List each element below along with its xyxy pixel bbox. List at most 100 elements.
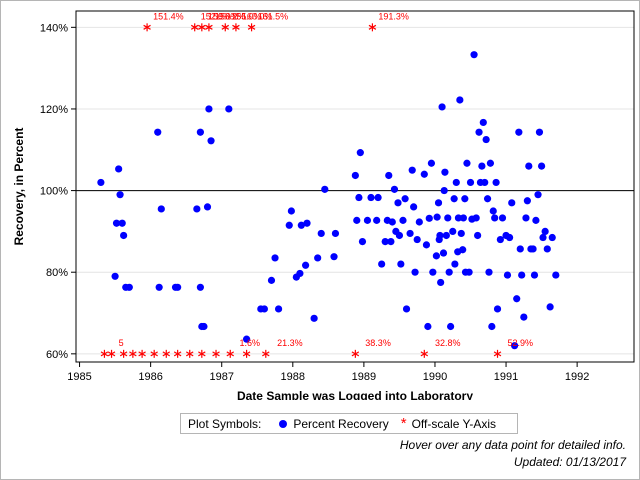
off-scale-low-point xyxy=(162,349,171,358)
data-point xyxy=(459,246,467,254)
off-scale-label: 38.3% xyxy=(365,338,391,348)
data-point xyxy=(401,195,409,203)
data-point xyxy=(529,245,537,253)
data-point xyxy=(439,249,448,257)
off-scale-low-point xyxy=(107,349,116,358)
data-point xyxy=(321,185,329,193)
data-point xyxy=(483,195,492,203)
data-point xyxy=(116,191,124,199)
data-point xyxy=(374,193,382,202)
off-scale-low-point xyxy=(420,349,429,358)
off-scale-low-point xyxy=(212,349,220,358)
data-point xyxy=(388,218,396,226)
data-point xyxy=(353,216,361,224)
x-tick-label: 1986 xyxy=(138,371,162,383)
data-point xyxy=(488,322,496,331)
data-point xyxy=(442,231,450,240)
data-point xyxy=(466,178,475,187)
data-point xyxy=(410,203,418,211)
x-axis: 1985 1986 1987 1988 1989 1990 1991 1992 xyxy=(67,362,589,383)
data-point xyxy=(441,168,449,176)
data-point xyxy=(356,149,364,157)
off-scale-high-point xyxy=(221,23,230,32)
data-point xyxy=(225,105,233,113)
data-point xyxy=(438,103,446,111)
data-point xyxy=(358,237,367,246)
off-scale-low-point xyxy=(150,349,158,358)
data-point xyxy=(537,162,546,170)
data-point xyxy=(413,235,421,244)
data-point xyxy=(296,269,304,278)
x-tick-label: 1989 xyxy=(352,371,376,383)
data-point xyxy=(532,216,540,224)
y-tick-label: 60% xyxy=(46,349,68,361)
off-scale-low-point xyxy=(262,349,270,358)
x-tick-label: 1990 xyxy=(423,371,447,383)
data-point xyxy=(440,186,448,195)
data-point xyxy=(111,272,119,280)
data-point xyxy=(331,229,340,238)
data-point xyxy=(310,314,318,322)
legend-label-off-scale: Off-scale Y-Axis xyxy=(411,416,497,431)
off-scale-low-point xyxy=(493,349,502,358)
off-scale-label: 161.5% xyxy=(258,11,289,21)
data-point xyxy=(543,245,551,253)
data-point xyxy=(513,295,521,303)
off-scale-high-point xyxy=(198,23,206,32)
off-scale-low-point xyxy=(226,349,235,358)
data-point xyxy=(118,219,126,227)
legend-label-percent-recovery: Percent Recovery xyxy=(293,416,389,431)
data-point xyxy=(474,231,482,240)
data-point xyxy=(120,231,128,240)
data-point xyxy=(485,268,493,276)
asterisk-icon: * xyxy=(400,414,407,432)
data-point xyxy=(491,214,499,222)
data-point xyxy=(548,233,556,242)
filled-circle-icon xyxy=(279,419,288,428)
data-point xyxy=(436,231,444,240)
data-point xyxy=(363,216,372,224)
data-point xyxy=(205,105,213,113)
y-tick-label: 80% xyxy=(46,267,68,279)
data-point xyxy=(424,322,432,331)
data-point xyxy=(285,221,293,229)
data-point xyxy=(367,193,375,202)
data-point xyxy=(486,159,495,167)
data-point xyxy=(444,214,452,222)
data-point xyxy=(267,276,276,284)
data-point xyxy=(125,283,133,291)
off-scale-low-point xyxy=(129,349,137,358)
data-point xyxy=(378,260,386,268)
data-point xyxy=(395,231,404,240)
data-point xyxy=(297,221,305,229)
data-point xyxy=(525,162,533,170)
data-point xyxy=(552,271,560,279)
data-point xyxy=(394,199,402,207)
data-point xyxy=(493,305,502,313)
off-scale-label: 5 xyxy=(119,338,124,348)
data-point xyxy=(355,193,363,202)
data-point xyxy=(541,227,549,235)
data-point xyxy=(420,170,428,178)
data-point xyxy=(303,219,311,227)
data-point xyxy=(445,268,453,276)
data-point xyxy=(450,195,458,203)
data-point xyxy=(415,218,423,226)
off-scale-high-point xyxy=(368,23,377,32)
data-point xyxy=(470,51,478,59)
y-tick-label: 140% xyxy=(40,22,68,34)
off-scale-label: 1.6% xyxy=(239,338,260,348)
data-point xyxy=(317,229,325,238)
x-tick-label: 1985 xyxy=(67,371,91,383)
data-point xyxy=(465,268,473,276)
off-scale-low-point xyxy=(351,349,360,358)
data-point xyxy=(260,305,268,313)
off-scale-low-point xyxy=(198,349,206,358)
data-point xyxy=(207,137,215,145)
data-point xyxy=(539,233,547,242)
off-scale-label: 156.2% xyxy=(215,11,246,21)
data-point xyxy=(287,207,295,215)
off-scale-low-point xyxy=(185,349,194,358)
data-point xyxy=(154,128,162,136)
off-scale-low-point xyxy=(138,349,146,358)
